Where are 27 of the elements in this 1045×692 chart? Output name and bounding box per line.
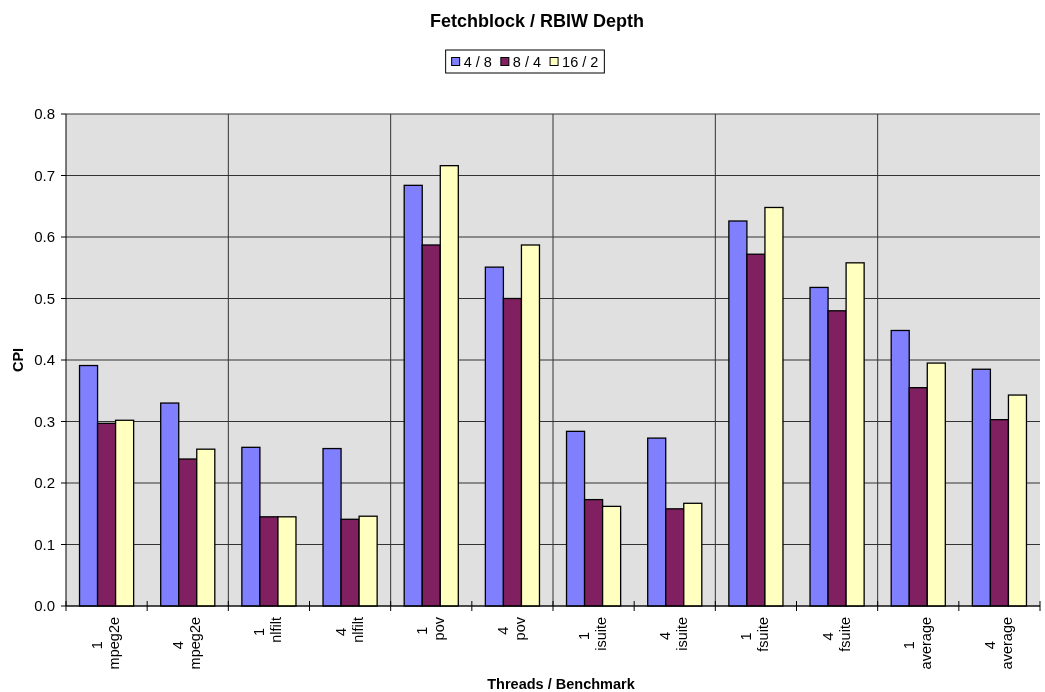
y-tick-label: 0.6 xyxy=(34,228,55,245)
y-tick-label: 0.7 xyxy=(34,166,55,184)
y-tick-label: 0.1 xyxy=(34,535,55,553)
x-tick-label: 4 fsuite xyxy=(819,616,853,652)
y-tick-label: 0.8 xyxy=(34,105,55,122)
y-axis-title: CPI xyxy=(10,347,26,373)
x-tick-label: 4 nlfilt xyxy=(332,616,366,643)
x-axis-title: Threads / Benchmark xyxy=(487,676,636,692)
x-tick-label: 1 fsuite xyxy=(738,616,772,652)
x-tick-label: 4 isuite xyxy=(657,617,691,651)
y-tick-label: 0.5 xyxy=(34,289,55,307)
y-tick-label: 0.3 xyxy=(34,412,55,430)
x-tick-label: 1 average xyxy=(900,617,934,670)
legend-label: 8 / 4 xyxy=(512,53,542,70)
x-tick-label: 1 pov xyxy=(413,616,447,641)
legend-label: 4 / 8 xyxy=(463,53,492,70)
x-tick-label: 1 isuite xyxy=(576,617,610,651)
y-tick-label: 0.4 xyxy=(34,351,55,368)
x-tick-label: 4 average xyxy=(981,617,1015,670)
y-tick-label: 0.2 xyxy=(34,474,55,491)
x-tick-label: 1 mpeg2e xyxy=(89,617,123,670)
x-tick-label: 4 pov xyxy=(494,616,528,641)
x-tick-label: 4 mpeg2e xyxy=(170,617,204,670)
x-tick-label: 1 nlfilt xyxy=(251,616,285,643)
chart-title: Fetchblock / RBIW Depth xyxy=(429,11,645,31)
legend-label: 16 / 2 xyxy=(562,53,599,70)
y-tick-label: 0.0 xyxy=(34,597,55,614)
